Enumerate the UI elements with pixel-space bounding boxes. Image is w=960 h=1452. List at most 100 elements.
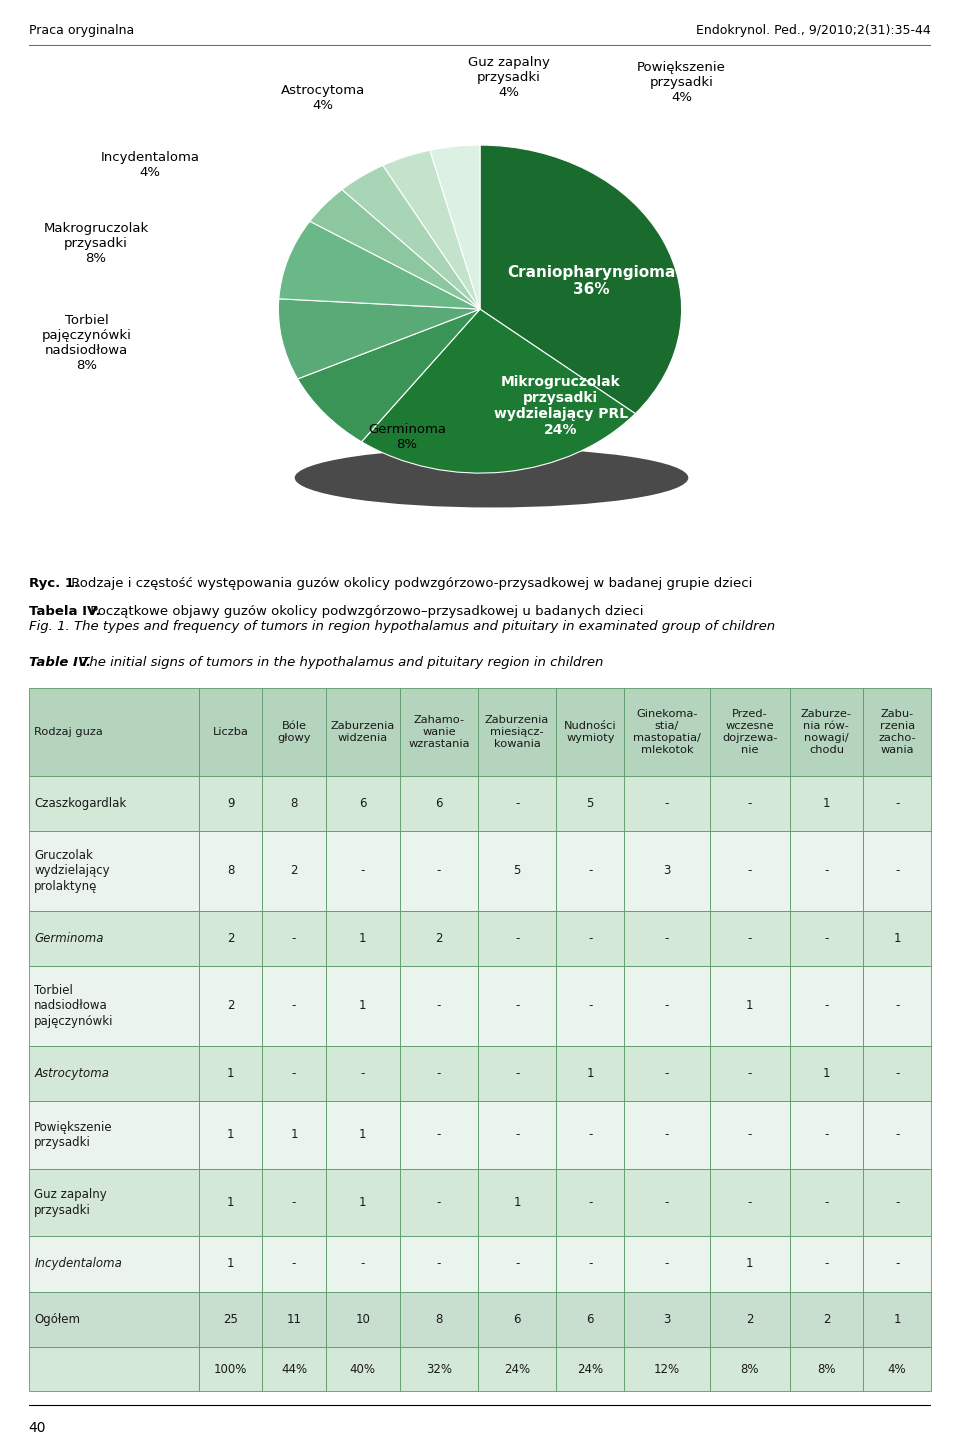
Bar	[478, 1347, 556, 1391]
Text: Nudności
wymioty: Nudności wymioty	[564, 722, 616, 743]
Bar	[29, 1236, 200, 1292]
Text: -: -	[748, 1128, 752, 1141]
Text: -: -	[437, 1196, 441, 1210]
Text: 6: 6	[514, 1313, 521, 1326]
Text: 2: 2	[290, 864, 298, 877]
Bar	[709, 1347, 790, 1391]
Bar	[790, 1169, 863, 1236]
Text: 1: 1	[823, 797, 830, 810]
Text: 1: 1	[359, 932, 367, 945]
Bar	[262, 1045, 325, 1101]
Text: 1: 1	[514, 1196, 521, 1210]
Text: -: -	[748, 1196, 752, 1210]
Bar	[556, 688, 624, 775]
Bar	[556, 775, 624, 831]
Bar	[325, 966, 399, 1045]
Text: Makrogruczolak
przysadki
8%: Makrogruczolak przysadki 8%	[43, 222, 149, 266]
Bar	[262, 1169, 325, 1236]
Text: -: -	[825, 1257, 828, 1270]
Text: 1: 1	[290, 1128, 298, 1141]
Text: 9: 9	[228, 797, 234, 810]
Text: 2: 2	[823, 1313, 830, 1326]
Bar	[556, 1292, 624, 1347]
Text: 8: 8	[435, 1313, 443, 1326]
Text: Ginekoma-
stia/
mastopatia/
mlekotok: Ginekoma- stia/ mastopatia/ mlekotok	[633, 709, 701, 755]
Bar	[790, 1236, 863, 1292]
Bar	[624, 966, 709, 1045]
Bar	[624, 688, 709, 775]
Bar	[863, 966, 931, 1045]
Text: Czaszkogardlak: Czaszkogardlak	[35, 797, 127, 810]
Text: 3: 3	[663, 1313, 671, 1326]
Text: Guz zapalny
przysadki
4%: Guz zapalny przysadki 4%	[468, 57, 550, 99]
Bar	[863, 1101, 931, 1169]
Bar	[478, 966, 556, 1045]
Bar	[29, 831, 200, 910]
Text: Endokrynol. Ped., 9/2010;2(31):35-44: Endokrynol. Ped., 9/2010;2(31):35-44	[696, 25, 931, 36]
Bar	[399, 831, 478, 910]
Text: Gruczolak
wydzielający
prolaktynę: Gruczolak wydzielający prolaktynę	[35, 849, 109, 893]
Bar	[709, 910, 790, 966]
Bar	[709, 688, 790, 775]
Bar	[624, 1101, 709, 1169]
Bar	[200, 1045, 262, 1101]
Text: Powiększenie
przysadki
4%: Powiększenie przysadki 4%	[637, 61, 726, 105]
Text: -: -	[588, 999, 592, 1012]
Text: Incydentaloma
4%: Incydentaloma 4%	[100, 151, 200, 180]
Bar	[262, 831, 325, 910]
Text: -: -	[588, 1128, 592, 1141]
Text: -: -	[665, 932, 669, 945]
Text: 1: 1	[894, 932, 900, 945]
Ellipse shape	[295, 449, 688, 507]
Wedge shape	[383, 150, 480, 309]
Text: Germinoma: Germinoma	[35, 932, 104, 945]
Text: 1: 1	[587, 1067, 594, 1080]
Bar	[624, 910, 709, 966]
Text: -: -	[895, 999, 900, 1012]
Bar	[200, 1236, 262, 1292]
Bar	[399, 1169, 478, 1236]
Text: Liczba: Liczba	[213, 727, 249, 738]
Text: 1: 1	[359, 1196, 367, 1210]
Text: -: -	[895, 1067, 900, 1080]
Bar	[200, 1347, 262, 1391]
Text: -: -	[825, 932, 828, 945]
Bar	[709, 966, 790, 1045]
Bar	[709, 1169, 790, 1236]
Bar	[863, 1236, 931, 1292]
Text: 1: 1	[823, 1067, 830, 1080]
Text: 2: 2	[228, 932, 234, 945]
Bar	[325, 1236, 399, 1292]
Text: -: -	[292, 1067, 297, 1080]
Bar	[325, 688, 399, 775]
Text: Bóle
głowy: Bóle głowy	[277, 722, 311, 743]
Bar	[262, 688, 325, 775]
Text: -: -	[895, 864, 900, 877]
Text: Torbiel
pajęczynówki
nadsiodłowa
8%: Torbiel pajęczynówki nadsiodłowa 8%	[41, 315, 132, 373]
Text: -: -	[361, 1257, 365, 1270]
Bar	[399, 1347, 478, 1391]
Text: -: -	[292, 999, 297, 1012]
Bar	[262, 966, 325, 1045]
Text: -: -	[825, 999, 828, 1012]
Bar	[556, 1169, 624, 1236]
Text: 6: 6	[587, 1313, 594, 1326]
Text: 8%: 8%	[740, 1362, 759, 1375]
Bar	[790, 1347, 863, 1391]
Bar	[399, 775, 478, 831]
Bar	[29, 1169, 200, 1236]
Bar	[478, 1169, 556, 1236]
Bar	[556, 910, 624, 966]
Text: 40: 40	[29, 1420, 46, 1435]
Bar	[790, 1045, 863, 1101]
Text: Zabu-
rzenia
zacho-
wania: Zabu- rzenia zacho- wania	[878, 709, 916, 755]
Bar	[262, 910, 325, 966]
Text: 3: 3	[663, 864, 671, 877]
Bar	[200, 831, 262, 910]
Text: -: -	[515, 932, 519, 945]
Bar	[325, 910, 399, 966]
Bar	[863, 1045, 931, 1101]
Text: 1: 1	[228, 1257, 234, 1270]
Text: Ryc. 1.: Ryc. 1.	[29, 576, 79, 590]
Text: -: -	[437, 999, 441, 1012]
